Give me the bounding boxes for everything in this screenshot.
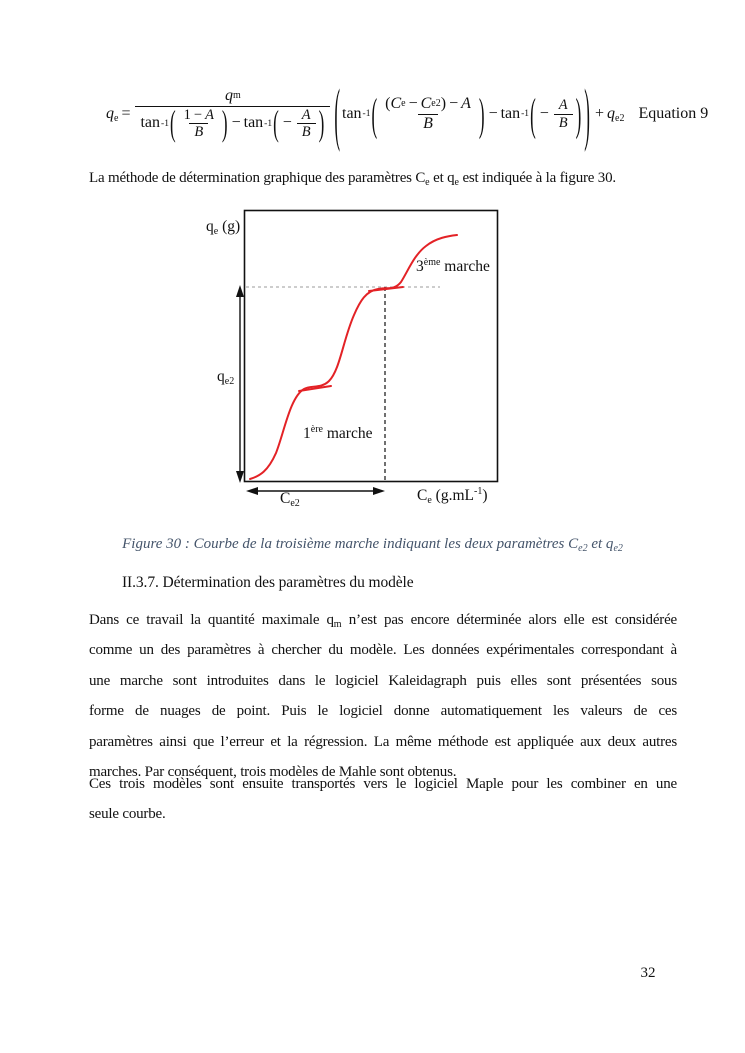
ce2-arrowhead-right (373, 487, 385, 495)
ce2-label: Ce2 (280, 490, 300, 509)
figure-30-caption: Figure 30 : Courbe de la troisième march… (122, 536, 623, 554)
plateau2-tick (368, 286, 404, 292)
figure-30: qe (g) qe2 3ème marche 1ère marche Ce2 C… (200, 205, 512, 517)
text-line: forme de nuages de point. Puis le logici… (89, 703, 677, 720)
plateau1-tick (298, 385, 332, 392)
marche3-label: 3ème marche (416, 257, 490, 275)
text-line: seule courbe. (89, 806, 166, 823)
eq-lhs: qe (106, 104, 119, 124)
text-line: paramètres ainsi que l’erreur et la régr… (89, 733, 677, 750)
eq-qe2-term: qe2 (607, 104, 625, 124)
qe2-label: qe2 (217, 368, 235, 387)
page-number: 32 (640, 965, 656, 981)
ce2-arrowhead-left (246, 487, 258, 495)
paragraph-maple: Ces trois modèles sont ensuite transport… (89, 769, 677, 830)
equals-sign: = (121, 104, 131, 122)
text-line: Dans ce travail la quantité maximale qm … (89, 612, 677, 630)
big-open-paren: ( (334, 75, 340, 153)
big-close-paren: ) (584, 75, 590, 153)
frac-A-over-B: A B (296, 107, 316, 141)
section-heading: II.3.7. Détermination des paramètres du … (122, 574, 414, 591)
x-axis-label: Ce (g.mL-1) (417, 486, 488, 506)
plot-frame (243, 209, 499, 483)
text-line: une marche sont introduites dans le logi… (89, 672, 677, 689)
equation-label: Equation 9 (638, 104, 709, 122)
var-qe: q (106, 104, 114, 122)
frac-A-over-B-2: A B (553, 97, 573, 131)
frac-1mA-over-B: 1− A B (183, 106, 214, 141)
figure-30-plot (236, 209, 499, 495)
text-line: marches. Par conséquent, trois modèles d… (89, 764, 457, 781)
isotherm-curve (249, 234, 458, 480)
text-line: Ces trois modèles sont ensuite transport… (89, 776, 677, 792)
text-line: comme un des paramètres à chercher du mo… (89, 642, 677, 659)
marche1-label: 1ère marche (303, 424, 373, 442)
qe2-arrowhead-up (236, 285, 244, 297)
paragraph-model-parameters: Dans ce travail la quantité maximale qm … (89, 605, 677, 787)
qe2-arrowhead-down (236, 471, 244, 483)
y-axis-label: qe (g) (206, 218, 241, 237)
intro-paragraph: La méthode de détermination graphique de… (89, 170, 616, 188)
